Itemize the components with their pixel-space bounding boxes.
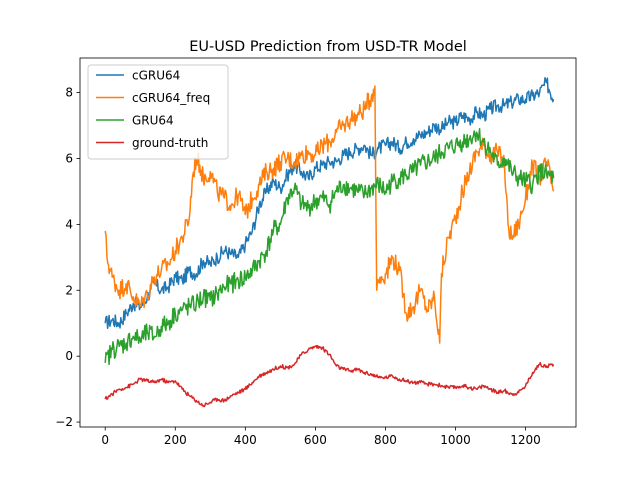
x-tick-label: 1200 bbox=[510, 433, 541, 447]
plot-area bbox=[104, 77, 555, 408]
series-line-gru64 bbox=[104, 127, 555, 366]
y-tick-label: 6 bbox=[65, 151, 73, 165]
series-line-ground-truth bbox=[104, 344, 555, 408]
x-tick-label: 600 bbox=[304, 433, 327, 447]
legend: cGRU64 cGRU64_freq GRU64 ground-truth bbox=[87, 64, 229, 160]
series-line-cgru64-freq bbox=[104, 85, 555, 344]
series-layer bbox=[104, 77, 555, 408]
legend-box bbox=[87, 64, 229, 160]
legend-label: cGRU64 bbox=[132, 69, 180, 83]
legend-label: ground-truth bbox=[132, 136, 208, 150]
x-tick-label: 400 bbox=[234, 433, 257, 447]
x-tick-label: 0 bbox=[101, 433, 109, 447]
x-tick-label: 1000 bbox=[440, 433, 471, 447]
legend-label: GRU64 bbox=[132, 114, 174, 128]
y-tick-label: 4 bbox=[65, 217, 73, 231]
series-line-cgru64 bbox=[104, 77, 555, 330]
legend-label: cGRU64_freq bbox=[132, 91, 210, 105]
axes-layer: 0 200 400 600 800 1000 1200 −2 0 2 4 6 8 bbox=[55, 57, 577, 447]
y-tick-label: 0 bbox=[65, 349, 73, 363]
x-tick-label: 200 bbox=[164, 433, 187, 447]
x-tick-label: 800 bbox=[374, 433, 397, 447]
axes-frame bbox=[79, 57, 577, 428]
chart-title: EU-USD Prediction from USD-TR Model bbox=[189, 39, 467, 55]
y-tick-label: 8 bbox=[65, 86, 73, 100]
y-tick-label: −2 bbox=[55, 415, 73, 429]
y-tick-label: 2 bbox=[65, 283, 73, 297]
